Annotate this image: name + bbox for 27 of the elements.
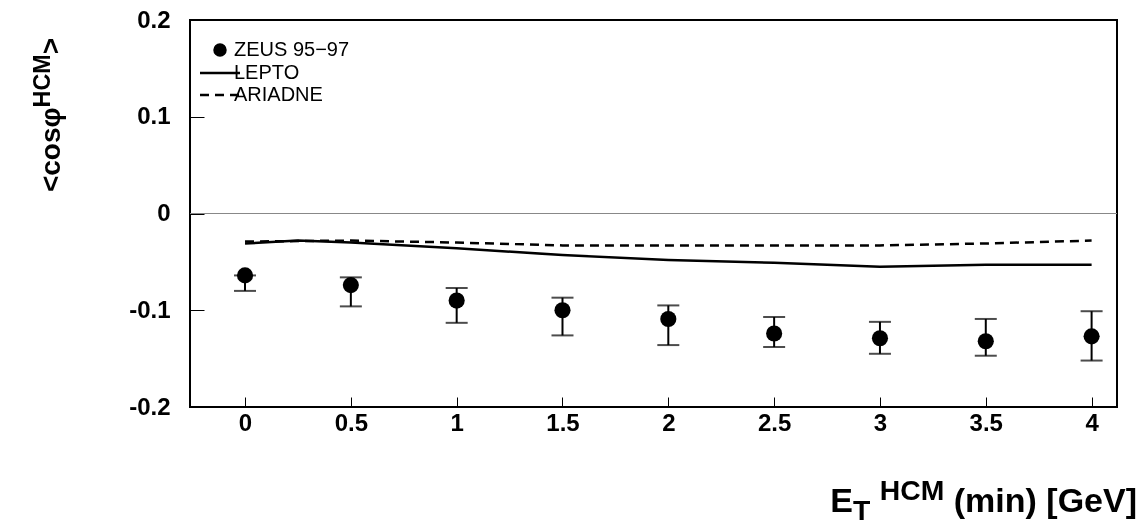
x-tick-label: 0.5 (334, 408, 369, 436)
x-tick-label: 4 (1085, 408, 1100, 436)
point (448, 292, 465, 309)
point (554, 302, 571, 319)
point (977, 333, 994, 350)
y-tick-label: -0.2 (129, 392, 171, 420)
x-axis-title: E$_{T}$ $^{HCM}$ (min) [GeV] (830, 474, 1137, 528)
y-tick-label: 0 (157, 199, 171, 226)
legend-label: ZEUS 95−97 (234, 38, 350, 60)
x-tick-label: 3.5 (969, 408, 1003, 436)
y-tick-label: 0.1 (137, 102, 171, 130)
x-tick-label: 1 (450, 408, 464, 436)
point (1083, 328, 1100, 345)
y-tick-label: -0.1 (129, 295, 171, 323)
point (660, 310, 677, 327)
y-tick-label: 0.2 (137, 5, 171, 33)
point (766, 325, 783, 342)
legend-label: LEPTO (234, 61, 300, 83)
point (342, 277, 359, 294)
x-tick-label: 2.5 (757, 408, 792, 436)
x-tick-label: 3 (873, 408, 888, 436)
x-tick-label: 1.5 (546, 408, 580, 436)
point (236, 267, 254, 284)
legend-label: ARIADNE (234, 83, 323, 105)
x-tick-label: 2 (662, 408, 676, 436)
x-tick-label: 0 (238, 408, 253, 436)
point (871, 330, 889, 347)
